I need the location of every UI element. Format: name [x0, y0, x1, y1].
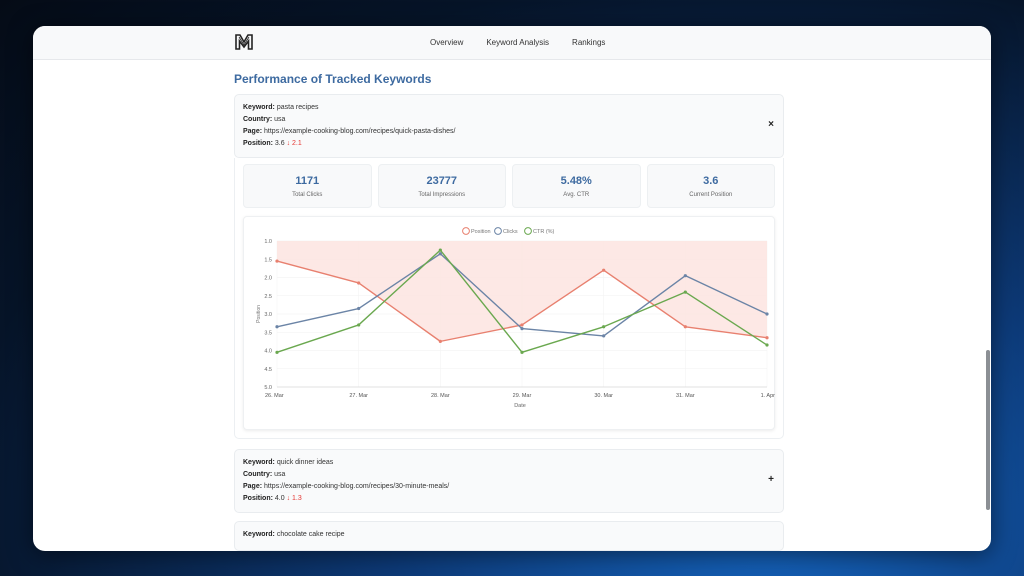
page-url: https://example-cooking-blog.com/recipes…: [264, 483, 450, 490]
x-axis-title: Date: [514, 403, 526, 409]
data-point: [438, 339, 442, 343]
position-change: ↓ 1.3: [286, 495, 302, 502]
keyword-card[interactable]: Keyword: chocolate cake recipe: [234, 521, 784, 551]
legend-marker: [524, 227, 532, 235]
data-point: [275, 350, 279, 354]
page-label: Page:: [243, 483, 263, 490]
data-point: [683, 325, 687, 329]
y-tick-label: 4.5: [264, 367, 272, 373]
page-label: Page:: [243, 128, 263, 135]
data-point: [602, 325, 606, 329]
country-value: usa: [274, 116, 286, 123]
y-tick-label: 2.0: [264, 276, 272, 282]
keyword-details: 1171 Total Clicks 23777 Total Impression…: [234, 158, 784, 439]
data-point: [438, 248, 442, 252]
main-content: Performance of Tracked Keywords Keyword:…: [234, 72, 784, 551]
data-point: [520, 327, 524, 331]
legend-marker: [462, 227, 470, 235]
nav-rankings[interactable]: Rankings: [572, 38, 606, 47]
data-point: [357, 306, 361, 311]
stat-value: 5.48%: [560, 175, 592, 187]
x-tick-label: 30. Mar: [594, 393, 613, 399]
data-point: [765, 312, 769, 316]
y-tick-label: 1.5: [264, 257, 272, 263]
keyword-card[interactable]: Keyword: pasta recipes Country: usa Page…: [234, 94, 784, 158]
scrollbar[interactable]: [986, 26, 991, 551]
keyword-label: Keyword:: [243, 459, 275, 466]
nav-links: Overview Keyword Analysis Rankings: [430, 38, 628, 47]
stat-value: 3.6: [703, 175, 719, 187]
keyword-value: quick dinner ideas: [276, 459, 334, 466]
keyword-card[interactable]: Keyword: quick dinner ideas Country: usa…: [234, 449, 784, 513]
expand-button[interactable]: +: [768, 474, 774, 485]
data-point: [765, 336, 769, 340]
stats-row: 1171 Total Clicks 23777 Total Impression…: [243, 164, 775, 208]
y-axis-title: Position: [256, 305, 262, 323]
legend-label: CTR (%): [533, 229, 555, 235]
nav-keyword-analysis[interactable]: Keyword Analysis: [486, 38, 550, 47]
country-label: Country:: [243, 471, 273, 478]
data-point: [520, 350, 524, 354]
position-area-fill: [277, 241, 767, 342]
position-label: Position:: [243, 495, 273, 502]
nav-overview[interactable]: Overview: [430, 38, 464, 47]
collapse-button[interactable]: ×: [768, 119, 774, 130]
x-tick-label: 1. Apr: [761, 393, 776, 399]
stat-value: 1171: [295, 175, 320, 187]
y-tick-label: 5.0: [264, 385, 272, 391]
data-point: [357, 323, 361, 327]
x-tick-label: 26. Mar: [265, 393, 284, 399]
section-title: Performance of Tracked Keywords: [234, 72, 432, 86]
data-point: [765, 343, 769, 347]
stat-label: Avg. CTR: [563, 192, 590, 198]
x-tick-label: 27. Mar: [349, 393, 368, 399]
position-change: ↓ 2.1: [286, 140, 302, 147]
data-point: [275, 325, 279, 329]
y-tick-label: 3.5: [264, 330, 272, 336]
stat-label: Total Clicks: [292, 192, 323, 198]
keyword-label: Keyword:: [243, 531, 275, 538]
m-logo-icon[interactable]: [235, 34, 253, 50]
data-point: [602, 268, 606, 272]
position-label: Position:: [243, 140, 273, 147]
country-value: usa: [274, 471, 286, 478]
stat-label: Current Position: [689, 192, 733, 198]
keyword-value: chocolate cake recipe: [276, 531, 345, 538]
stat-total-impressions: 23777 Total Impressions: [377, 164, 506, 208]
performance-chart: 1.0 1.5 2.0 2.5 3.0 3.5 4.0 4.5 5.0 26. Mar 27. Ma…: [243, 216, 775, 430]
keyword-value: pasta recipes: [276, 104, 319, 111]
page-url: https://example-cooking-blog.com/recipes…: [264, 128, 456, 135]
keyword-label: Keyword:: [243, 104, 275, 111]
data-point: [683, 290, 687, 294]
data-point: [275, 259, 279, 263]
scrollbar-thumb[interactable]: [986, 350, 990, 510]
y-tick-label: 3.0: [264, 312, 272, 318]
y-tick-label: 2.5: [264, 294, 272, 300]
stat-label: Total Impressions: [418, 192, 466, 198]
legend-label: Position: [471, 229, 491, 235]
x-tick-label: 28. Mar: [431, 393, 450, 399]
x-tick-label: 31. Mar: [676, 393, 695, 399]
legend-marker: [494, 227, 502, 235]
x-tick-label: 29. Mar: [513, 393, 532, 399]
country-label: Country:: [243, 116, 273, 123]
y-tick-label: 1.0: [264, 239, 272, 245]
data-point: [357, 281, 361, 285]
stat-current-position: 3.6 Current Position: [646, 164, 775, 208]
legend-label: Clicks: [503, 229, 518, 235]
position-value: 4.0: [274, 495, 285, 502]
position-value: 3.6: [274, 140, 285, 147]
data-point: [520, 323, 524, 327]
chart-svg: 1.0 1.5 2.0 2.5 3.0 3.5 4.0 4.5 5.0 26. Mar 27. Ma…: [256, 227, 776, 409]
stat-avg-ctr: 5.48% Avg. CTR: [512, 164, 641, 208]
data-point: [683, 274, 687, 278]
stat-total-clicks: 1171 Total Clicks: [243, 164, 372, 208]
stat-value: 23777: [426, 175, 458, 187]
top-navbar: Overview Keyword Analysis Rankings: [33, 26, 991, 60]
data-point: [602, 334, 606, 338]
data-point: [438, 252, 442, 256]
y-tick-label: 4.0: [264, 349, 272, 355]
browser-window: Overview Keyword Analysis Rankings Perfo…: [33, 26, 991, 551]
